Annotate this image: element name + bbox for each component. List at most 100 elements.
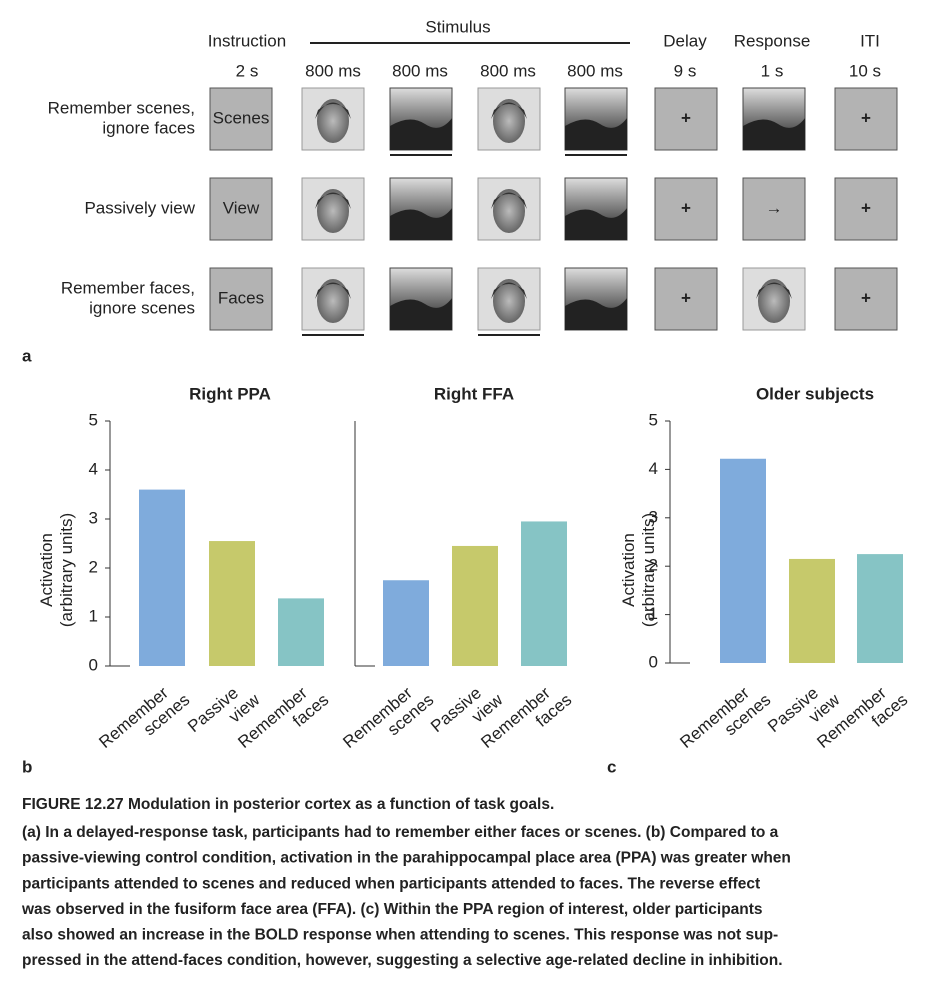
instruction-text: Faces (218, 288, 264, 307)
chart-title: Right FFA (434, 384, 514, 403)
row-label: ignore faces (102, 118, 195, 137)
x-tick-label: Rememberscenes (340, 676, 438, 767)
chart-title: Older subjects (756, 384, 874, 403)
bar (720, 458, 766, 663)
face-shape (317, 189, 349, 233)
caption-line: participants attended to scenes and redu… (22, 875, 760, 892)
y-axis-label: Activation(arbitrary units) (37, 513, 76, 627)
row-label: Passively view (84, 198, 195, 217)
iti-symbol: + (861, 198, 871, 217)
hair (491, 102, 527, 119)
bar (209, 541, 255, 666)
iti-box (834, 177, 898, 241)
panel-label: a (22, 346, 32, 365)
panel-label: c (607, 757, 616, 776)
instruction-text: View (223, 198, 260, 217)
caption-line: (a) In a delayed-response task, particip… (22, 824, 779, 841)
caption-line: pressed in the attend-faces condition, h… (22, 952, 783, 969)
bar (278, 598, 324, 666)
bar (383, 580, 429, 666)
delay-box (654, 177, 718, 241)
caption-line: passive-viewing control condition, activ… (22, 850, 791, 867)
y-tick-label: 5 (89, 410, 98, 429)
delay-symbol: + (681, 108, 691, 127)
duration: 10 s (849, 61, 881, 80)
scene-land (565, 298, 627, 330)
y-tick-label: 5 (649, 410, 658, 429)
scene-land (390, 118, 452, 150)
duration: 800 ms (392, 61, 448, 80)
y-tick-label: 1 (649, 604, 658, 623)
iti-box (834, 267, 898, 331)
delay-box (654, 267, 718, 331)
scene-land (743, 118, 805, 150)
iti-symbol: + (861, 288, 871, 307)
x-tick-label: Rememberscenes (677, 676, 775, 767)
header: Delay (663, 31, 707, 50)
x-tick-label: Rememberfaces (814, 676, 912, 767)
hair (491, 282, 527, 299)
bar (139, 489, 185, 666)
row-label: Remember faces, (61, 278, 195, 297)
delay-symbol: + (681, 288, 691, 307)
scene-land (565, 118, 627, 150)
y-tick-label: 0 (89, 655, 98, 674)
y-tick-label: 1 (89, 606, 98, 625)
y-tick-label: 4 (649, 459, 658, 478)
y-tick-label: 2 (89, 557, 98, 576)
chart-title: Right PPA (189, 384, 271, 403)
hair (315, 102, 351, 119)
face-shape (317, 99, 349, 143)
hair (315, 192, 351, 209)
y-tick-label: 0 (649, 652, 658, 671)
duration: 2 s (236, 61, 259, 80)
duration: 9 s (674, 61, 697, 80)
duration: 800 ms (567, 61, 623, 80)
row-label: ignore scenes (89, 298, 195, 317)
panel-label: b (22, 757, 32, 776)
y-axis-label-line: Activation (37, 533, 56, 607)
hair (756, 282, 792, 299)
y-tick-label: 2 (649, 556, 658, 575)
x-tick-label: Rememberscenes (96, 676, 194, 767)
bar (521, 521, 567, 666)
delay-box (654, 87, 718, 151)
duration: 1 s (761, 61, 784, 80)
y-axis-label: Activation(arbitrary units) (619, 513, 658, 627)
caption-line: also showed an increase in the BOLD resp… (22, 926, 778, 943)
response-box (742, 177, 806, 241)
bar (789, 558, 835, 663)
scene-land (390, 208, 452, 240)
y-tick-label: 3 (89, 508, 98, 527)
scene-land (565, 208, 627, 240)
y-axis-label-line: (arbitrary units) (57, 513, 76, 627)
duration: 800 ms (305, 61, 361, 80)
hair (491, 192, 527, 209)
instruction-box (209, 177, 273, 241)
hair (315, 282, 351, 299)
y-tick-label: 3 (649, 507, 658, 526)
header: ITI (860, 31, 880, 50)
instruction-box (209, 267, 273, 331)
face-shape (493, 279, 525, 323)
header: Instruction (208, 31, 286, 50)
x-tick-label: Rememberfaces (235, 676, 333, 767)
header: Response (734, 31, 811, 50)
row-label: Remember scenes, (48, 98, 195, 117)
x-tick-label: Rememberfaces (478, 676, 576, 767)
y-tick-label: 4 (89, 459, 98, 478)
iti-symbol: + (861, 108, 871, 127)
face-shape (493, 99, 525, 143)
face-shape (493, 189, 525, 233)
duration: 800 ms (480, 61, 536, 80)
header: Stimulus (425, 17, 490, 36)
y-axis-label-line: (arbitrary units) (639, 513, 658, 627)
face-shape (758, 279, 790, 323)
bar (452, 545, 498, 666)
response-symbol: → (766, 198, 783, 217)
caption-title: FIGURE 12.27 Modulation in posterior cor… (22, 796, 554, 813)
instruction-text: Scenes (213, 108, 270, 127)
scene-land (390, 298, 452, 330)
face-shape (317, 279, 349, 323)
